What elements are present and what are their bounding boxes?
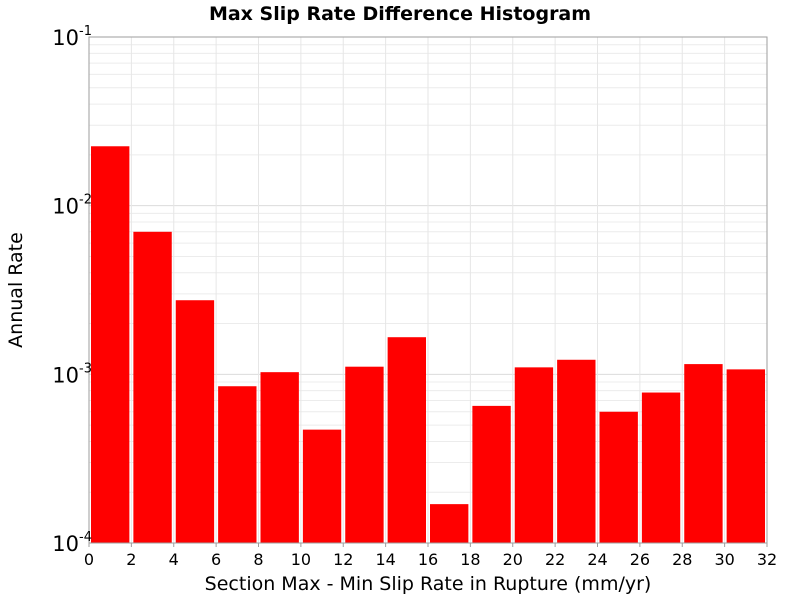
y-axis-ticks: 10-410-310-210-1	[52, 24, 92, 556]
y-tick-exponent: -3	[79, 361, 92, 376]
histogram-bar	[684, 364, 723, 543]
x-tick-label: 8	[253, 550, 263, 569]
x-tick-label: 10	[291, 550, 311, 569]
y-tick-label: 10	[52, 26, 79, 50]
x-tick-label: 26	[630, 550, 650, 569]
x-tick-label: 16	[418, 550, 438, 569]
histogram-bar	[430, 504, 469, 543]
histogram-bar	[387, 337, 426, 543]
histogram-bar	[641, 392, 681, 543]
histogram-bar	[218, 386, 257, 543]
histogram-bar	[726, 369, 765, 543]
histogram-bar	[557, 359, 596, 543]
x-tick-label: 12	[333, 550, 353, 569]
histogram-bar	[91, 146, 130, 544]
histogram-bar	[472, 405, 511, 543]
y-tick-exponent: -4	[79, 530, 92, 545]
x-tick-label: 24	[587, 550, 607, 569]
histogram-bar	[175, 300, 215, 543]
bars	[91, 146, 765, 544]
histogram-bar	[302, 429, 342, 543]
x-tick-label: 22	[545, 550, 565, 569]
x-tick-label: 4	[169, 550, 179, 569]
x-tick-label: 14	[375, 550, 395, 569]
histogram-bar	[514, 367, 554, 543]
histogram-bar	[260, 372, 299, 543]
y-tick-exponent: -2	[79, 193, 92, 208]
y-tick-label: 10	[52, 363, 79, 387]
y-axis-label: Annual Rate	[5, 232, 27, 348]
x-tick-label: 18	[460, 550, 480, 569]
x-axis-ticks: 0 2 4 6 8 10 12 14 16 18 20 22 24 26 28 30 32	[84, 543, 777, 569]
y-tick-label: 10	[52, 532, 79, 556]
x-tick-label: 6	[211, 550, 221, 569]
histogram-bar	[345, 366, 384, 543]
x-tick-label: 28	[672, 550, 692, 569]
y-tick-label: 10	[52, 195, 79, 219]
histogram-bar	[133, 231, 172, 543]
x-tick-label: 30	[714, 550, 734, 569]
x-tick-label: 2	[126, 550, 136, 569]
y-tick-exponent: -1	[79, 24, 92, 39]
chart-title: Max Slip Rate Difference Histogram	[209, 3, 591, 25]
x-axis-label: Section Max - Min Slip Rate in Rupture (…	[205, 573, 652, 595]
x-tick-label: 20	[503, 550, 523, 569]
histogram-bar	[599, 411, 638, 543]
x-tick-label: 0	[84, 550, 94, 569]
x-tick-label: 32	[757, 550, 777, 569]
